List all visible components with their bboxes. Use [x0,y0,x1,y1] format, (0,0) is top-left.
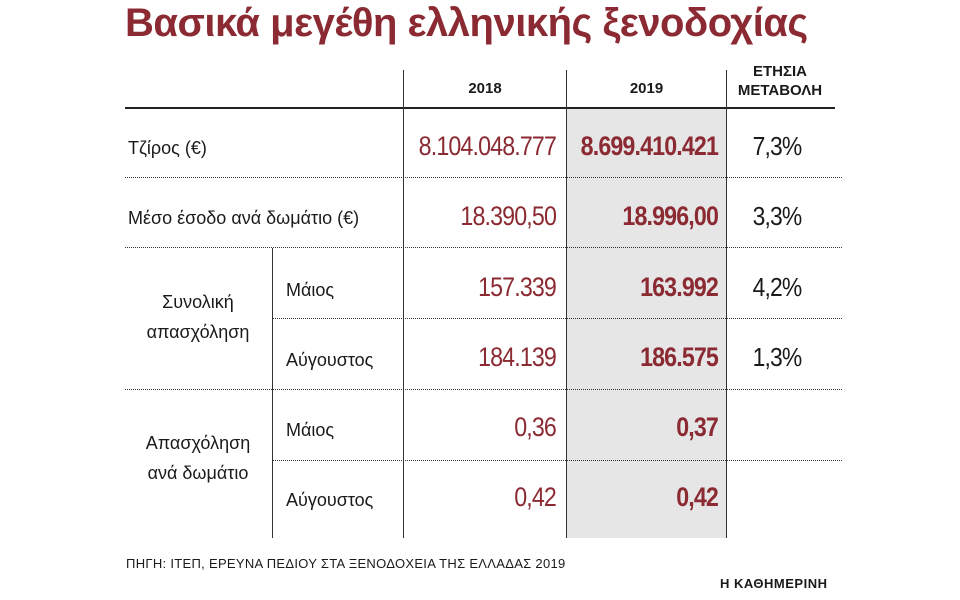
column-header-2018: 2018 [468,79,502,97]
row-label-employment-per-room-may: Μάιος [286,419,335,440]
column-header-change-line2: ΜΕΤΑΒΟΛΗ [737,82,823,99]
group-label-employment-line2: απασχόληση [146,322,250,342]
value-avg-income-2018: 18.390,50 [460,200,556,231]
change-avg-income: 3,3% [752,200,803,231]
column-divider [272,248,273,538]
group-label-employment-per-room-line1: Απασχόληση [145,433,251,453]
row-divider [125,247,842,248]
column-header-2019: 2019 [629,79,664,97]
value-turnover-2018: 8.104.048.777 [418,130,557,161]
group-label-employment: Συνολική απασχόληση [125,287,271,347]
row-label-employment-august: Αύγουστος [286,349,374,370]
value-employment-may-2018: 157.339 [478,271,557,302]
publisher-logo: Η ΚΑΘΗΜΕΡΙΝΗ [720,576,828,591]
row-divider [125,177,842,178]
change-employment-may: 4,2% [752,271,803,302]
row-label-turnover: Τζίρος (€) [128,137,207,158]
group-label-employment-per-room-line2: ανά δωμάτιο [147,463,249,483]
row-label-employment-may: Μάιος [286,279,335,300]
page-title: Βασικά μεγέθη ελληνικής ξενοδοχίας [125,1,808,45]
column-divider [726,70,727,538]
row-divider [272,460,842,461]
header-divider [125,107,835,109]
row-divider [272,318,842,319]
column-header-change: ΕΤΗΣΙΑ ΜΕΤΑΒΟΛΗ [728,62,832,100]
value-employment-may-2019: 163.992 [640,271,719,302]
group-label-employment-line1: Συνολική [162,292,234,312]
row-label-employment-per-room-august: Αύγουστος [286,489,374,510]
row-divider [125,389,842,390]
group-label-employment-per-room: Απασχόληση ανά δωμάτιο [125,428,271,488]
row-label-avg-income: Μέσο έσοδο ανά δωμάτιο (€) [128,207,360,228]
change-employment-august: 1,3% [752,341,803,372]
value-employment-per-room-august-2018: 0,42 [514,481,557,512]
value-avg-income-2019: 18.996,00 [622,200,718,231]
value-employment-per-room-may-2019: 0,37 [676,411,719,442]
column-divider [403,70,404,538]
change-turnover: 7,3% [752,130,803,161]
highlight-column-2019 [566,108,726,538]
value-employment-per-room-may-2018: 0,36 [514,411,557,442]
value-employment-per-room-august-2019: 0,42 [676,481,719,512]
value-employment-august-2019: 186.575 [640,341,719,372]
source-note: ΠΗΓΗ: ΙΤΕΠ, ΕΡΕΥΝΑ ΠΕΔΙΟΥ ΣΤΑ ΞΕΝΟΔΟΧΕΙΑ… [126,556,566,571]
value-employment-august-2018: 184.139 [478,341,557,372]
value-turnover-2019: 8.699.410.421 [580,130,719,161]
column-divider [566,70,567,538]
column-header-change-line1: ΕΤΗΣΙΑ [752,63,807,80]
